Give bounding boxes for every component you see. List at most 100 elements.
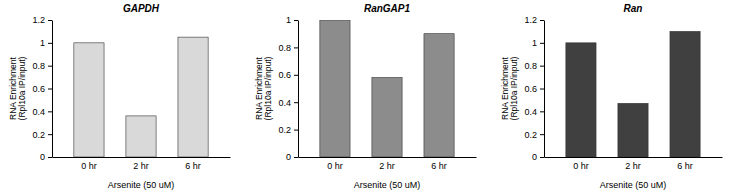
y-tick: 0.8 (524, 61, 544, 71)
y-tick-label: 0.6 (278, 70, 291, 80)
bar (566, 43, 596, 157)
y-tick-label: 0.2 (524, 130, 537, 140)
y-tick-mark (294, 47, 298, 48)
y-axis-line (52, 21, 53, 158)
x-tick-label: 2 hr (133, 161, 149, 171)
y-tick: 0 (532, 152, 544, 162)
y-tick: 0.2 (32, 130, 52, 140)
y-tick-label: 1.2 (32, 15, 45, 25)
y-axis: 0 0.2 0.4 0.6 0.8 1 (278, 15, 298, 162)
x-tick: 2 hr (625, 157, 641, 171)
y-tick-mark (540, 157, 544, 158)
figure: 0 0.2 0.4 0.6 0.8 1 1.2 0 hr 2 hr 6 hr GAPDH Arseni… (0, 0, 738, 194)
y-tick: 0.8 (278, 43, 298, 53)
x-tick-label: 6 hr (185, 161, 201, 171)
y-tick-mark (48, 111, 52, 112)
y-tick-mark (48, 43, 52, 44)
y-tick-mark (540, 43, 544, 44)
y-tick-label: 0.2 (32, 130, 45, 140)
y-tick-mark (540, 134, 544, 135)
y-tick-mark (540, 111, 544, 112)
x-axis-title: Arsenite (50 uM) (354, 180, 421, 190)
y-tick: 0.6 (524, 84, 544, 94)
x-tick-label: 0 hr (81, 161, 97, 171)
y-tick-label: 0 (40, 152, 45, 162)
y-axis-title: RNA Enrichment(Rpl10a IP/input) (254, 56, 273, 120)
bars (566, 31, 700, 157)
y-tick: 0.4 (278, 98, 298, 108)
y-tick: 0.6 (32, 84, 52, 94)
y-tick-label: 0.8 (524, 61, 537, 71)
bar (178, 37, 208, 157)
y-tick: 0.2 (278, 125, 298, 135)
y-tick-label: 0.4 (524, 107, 537, 117)
title: GAPDH (123, 3, 160, 14)
y-tick: 1.2 (32, 15, 52, 25)
y-tick-label: 1 (532, 38, 537, 48)
y-tick-label: 0.6 (32, 84, 45, 94)
y-tick-label: 1 (40, 38, 45, 48)
y-tick-label: 0.4 (278, 98, 291, 108)
y-tick-mark (48, 89, 52, 90)
y-tick: 0 (40, 152, 52, 162)
title: Ran (624, 3, 643, 14)
y-tick: 1.2 (524, 15, 544, 25)
y-tick: 0.6 (278, 70, 298, 80)
y-axis-line (544, 21, 545, 158)
x-tick: 6 hr (185, 157, 201, 171)
x-tick-label: 2 hr (379, 161, 395, 171)
y-axis: 0 0.2 0.4 0.6 0.8 1 1.2 (32, 15, 52, 162)
x-axis-line (299, 157, 477, 158)
y-axis-title-line: (Rpl10a IP/input) (263, 56, 273, 120)
y-tick-label: 1.2 (524, 15, 537, 25)
bar (126, 116, 156, 157)
y-tick: 0.2 (524, 130, 544, 140)
bars (320, 20, 454, 157)
x-axis-title: Arsenite (50 uM) (600, 180, 667, 190)
y-tick-label: 0.8 (32, 61, 45, 71)
y-tick-label: 0.8 (278, 43, 291, 53)
x-axis: 0 hr 2 hr 6 hr (53, 157, 231, 171)
bars (74, 37, 208, 157)
y-tick-mark (48, 157, 52, 158)
bar (372, 78, 402, 157)
x-tick: 0 hr (573, 157, 589, 171)
x-axis: 0 hr 2 hr 6 hr (299, 157, 477, 171)
y-tick-mark (294, 130, 298, 131)
bar (74, 43, 104, 157)
x-axis-title: Arsenite (50 uM) (108, 180, 175, 190)
bar (618, 103, 648, 157)
x-tick-label: 0 hr (573, 161, 589, 171)
bar (320, 20, 350, 157)
x-tick-label: 6 hr (677, 161, 693, 171)
panel: 0 0.2 0.4 0.6 0.8 1 1.2 0 hr 2 hr 6 hr (32, 15, 230, 171)
y-axis-title-line: (Rpl10a IP/input) (509, 56, 519, 120)
y-tick: 0.4 (524, 107, 544, 117)
y-tick-label: 0 (286, 152, 291, 162)
y-tick-label: 0.4 (32, 107, 45, 117)
x-axis-line (545, 157, 723, 158)
x-tick: 0 hr (81, 157, 97, 171)
y-tick: 0 (286, 152, 298, 162)
bar (670, 31, 700, 157)
y-axis-title: RNA Enrichment(Rpl10a IP/input) (8, 56, 27, 120)
x-tick: 6 hr (431, 157, 447, 171)
x-tick: 2 hr (133, 157, 149, 171)
y-tick: 0.4 (32, 107, 52, 117)
bar (424, 34, 454, 157)
y-tick: 0.8 (32, 61, 52, 71)
x-tick-label: 0 hr (327, 161, 343, 171)
y-tick-label: 0.2 (278, 125, 291, 135)
y-tick-mark (48, 20, 52, 21)
y-tick-mark (540, 66, 544, 67)
y-tick: 1 (40, 38, 52, 48)
y-tick: 1 (286, 15, 298, 25)
y-tick-mark (294, 75, 298, 76)
y-axis-title: RNA Enrichment(Rpl10a IP/input) (500, 56, 519, 120)
panel: 0 0.2 0.4 0.6 0.8 1 0 hr 2 hr 6 hr (278, 15, 476, 171)
y-tick-mark (540, 20, 544, 21)
x-tick: 2 hr (379, 157, 395, 171)
y-tick-label: 0.6 (524, 84, 537, 94)
y-tick-mark (48, 66, 52, 67)
y-tick-mark (294, 20, 298, 21)
